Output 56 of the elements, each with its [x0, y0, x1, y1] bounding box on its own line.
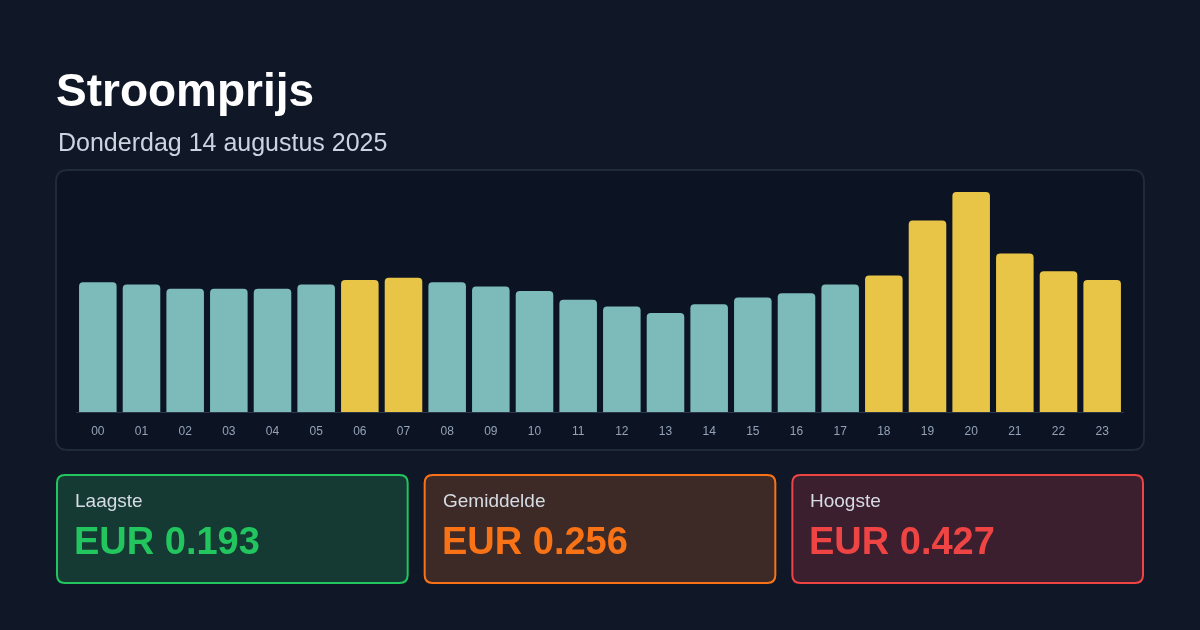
text: EUR 0.427	[809, 520, 995, 562]
text: Gemiddelde	[443, 490, 546, 511]
bar	[384, 277, 423, 412]
x-tick-label: 02	[178, 424, 193, 439]
bar	[908, 220, 947, 412]
x-tick-label: 16	[789, 424, 804, 439]
bar	[1039, 271, 1078, 412]
x-tick-label: 03	[222, 424, 236, 439]
bar	[821, 284, 859, 412]
x-tick-label: 04	[265, 424, 280, 439]
x-tick-label: 18	[877, 424, 891, 439]
x-tick-label: 09	[484, 424, 498, 439]
x-tick-label: 06	[353, 424, 367, 439]
x-tick-label: 08	[440, 424, 455, 439]
bar	[734, 297, 772, 412]
bar	[79, 282, 117, 412]
x-tick-label: 12	[615, 424, 629, 439]
bar	[559, 299, 597, 412]
bar	[341, 280, 379, 412]
bar	[865, 275, 903, 412]
x-tick-label: 22	[1051, 424, 1066, 439]
bar	[996, 253, 1034, 412]
x-tick-label: 14	[702, 424, 717, 439]
x-tick-label: 13	[658, 424, 673, 439]
bar	[428, 282, 466, 412]
bar	[166, 288, 204, 412]
x-tick-label: 07	[396, 424, 411, 439]
text: Laagste	[75, 490, 143, 511]
text: Hoogste	[810, 490, 881, 511]
x-tick-label: 10	[527, 424, 542, 439]
bar	[952, 192, 990, 412]
bar	[472, 286, 510, 412]
x-tick-label: 17	[833, 424, 848, 439]
text: EUR 0.193	[74, 520, 260, 562]
x-tick-label: 20	[964, 424, 979, 439]
bar	[122, 284, 161, 412]
bar	[515, 291, 554, 412]
text: EUR 0.256	[442, 520, 628, 562]
x-tick-label: 19	[920, 424, 935, 439]
x-tick-label: 23	[1095, 424, 1110, 439]
bar	[210, 288, 248, 412]
bar	[253, 288, 292, 412]
bar	[1083, 280, 1121, 412]
bar	[646, 313, 685, 412]
bar	[603, 306, 641, 412]
x-tick-label: 11	[571, 424, 585, 439]
chart-subtitle: Donderdag 14 augustus 2025	[58, 128, 388, 156]
bar	[777, 293, 816, 412]
bar	[690, 304, 728, 412]
x-tick-label: 01	[134, 424, 149, 439]
bar	[297, 284, 335, 412]
x-tick-label: 05	[309, 424, 324, 439]
x-tick-label: 15	[746, 424, 760, 439]
x-tick-label: 21	[1008, 424, 1022, 439]
chart-title: Stroomprijs	[56, 64, 315, 117]
x-tick-label: 00	[91, 424, 105, 439]
